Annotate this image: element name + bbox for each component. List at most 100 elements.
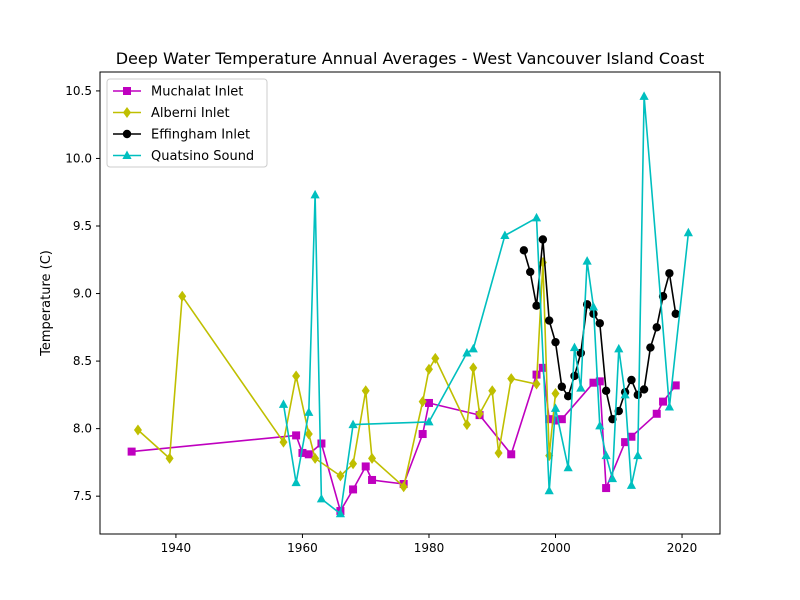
data-point-alberni-inlet [532, 378, 541, 390]
data-point-alberni-inlet [494, 447, 503, 459]
data-point-alberni-inlet [165, 452, 174, 464]
legend-entry-effingham-inlet: Effingham Inlet [113, 128, 250, 143]
data-point-quatsino-sound [614, 343, 624, 353]
x-tick-label: 2020 [667, 541, 698, 555]
data-point-quatsino-sound [607, 473, 618, 483]
legend-label: Effingham Inlet [151, 128, 250, 143]
data-point-muchalat-inlet [298, 448, 307, 457]
data-point-alberni-inlet [399, 481, 408, 493]
data-point-effingham-inlet [595, 319, 604, 328]
x-tick-label: 1940 [161, 541, 192, 555]
data-point-alberni-inlet [424, 363, 433, 375]
data-point-quatsino-sound [462, 347, 472, 357]
axes-layer: 1940 1960 1980 2000 2020 7.5 8.0 8.5 9.0 9.5 10.0 1… [65, 71, 721, 555]
data-point-alberni-inlet [304, 428, 313, 440]
data-point-muchalat-inlet [671, 381, 680, 390]
data-point-quatsino-sound [424, 416, 434, 426]
data-point-quatsino-sound [310, 189, 320, 199]
data-point-muchalat-inlet [545, 415, 554, 424]
data-point-muchalat-inlet [424, 398, 433, 407]
data-point-quatsino-sound [601, 450, 611, 460]
y-tick-label: 10.5 [65, 84, 92, 98]
data-point-quatsino-sound [335, 508, 346, 518]
data-point-effingham-inlet [538, 235, 548, 244]
y-axis-label: Temperature (C) [39, 250, 54, 357]
data-point-muchalat-inlet [551, 416, 560, 425]
data-point-effingham-inlet [671, 309, 680, 319]
data-point-effingham-inlet [614, 406, 623, 416]
data-point-quatsino-sound [639, 91, 649, 100]
series-alberni-inlet [133, 256, 560, 493]
data-point-alberni-inlet [336, 470, 345, 482]
data-point-alberni-inlet [469, 362, 478, 374]
series-muchalat-inlet [127, 363, 680, 516]
data-point-alberni-inlet [431, 352, 440, 364]
data-point-alberni-inlet [551, 388, 560, 400]
legend-label: Muchalat Inlet [151, 85, 243, 100]
plot-frame [99, 71, 721, 535]
data-point-quatsino-sound [683, 227, 693, 237]
y-tick-label: 7.5 [73, 489, 92, 503]
data-point-quatsino-sound [531, 212, 542, 222]
data-point-quatsino-sound [348, 419, 358, 429]
data-point-quatsino-sound [316, 493, 327, 503]
data-point-quatsino-sound [620, 389, 630, 399]
data-point-alberni-inlet [311, 452, 320, 464]
chart-title: Deep Water Temperature Annual Averages -… [116, 49, 705, 68]
data-point-muchalat-inlet [304, 450, 313, 459]
legend-entry-muchalat-inlet: Muchalat Inlet [113, 85, 243, 100]
data-point-quatsino-sound [550, 403, 561, 412]
data-point-effingham-inlet [601, 386, 611, 396]
data-point-effingham-inlet [646, 343, 655, 352]
y-tick-label: 9.5 [73, 219, 92, 233]
y-tick-label: 8.5 [73, 354, 92, 368]
data-point-quatsino-sound [468, 343, 478, 353]
data-point-muchalat-inlet [621, 438, 630, 447]
x-tick-label: 1960 [287, 541, 318, 555]
data-point-quatsino-sound [588, 302, 599, 311]
data-point-alberni-inlet [418, 396, 427, 408]
data-point-effingham-inlet [563, 392, 573, 401]
legend-entry-alberni-inlet: Alberni Inlet [113, 106, 230, 121]
data-point-quatsino-sound [633, 450, 643, 460]
data-point-muchalat-inlet [317, 439, 326, 448]
data-point-quatsino-sound [576, 383, 586, 392]
data-point-muchalat-inlet [659, 397, 668, 406]
data-point-quatsino-sound [595, 420, 605, 430]
y-tick-label: 10.0 [65, 151, 92, 165]
data-point-quatsino-sound [500, 230, 510, 239]
data-point-alberni-inlet [507, 373, 516, 385]
data-point-alberni-inlet [462, 419, 471, 431]
data-point-quatsino-sound [664, 402, 674, 411]
y-tick-label: 8.0 [73, 422, 92, 436]
data-point-alberni-inlet [292, 370, 301, 382]
legend: Muchalat Inlet Alberni Inlet Effingham Inl… [106, 78, 268, 168]
legend-box [106, 78, 268, 168]
data-point-muchalat-inlet [652, 409, 661, 418]
legend-label: Quatsino Sound [151, 149, 254, 164]
data-point-alberni-inlet [361, 385, 370, 397]
data-point-muchalat-inlet [361, 462, 370, 471]
data-point-muchalat-inlet [368, 475, 377, 484]
data-point-effingham-inlet [633, 390, 642, 400]
data-point-muchalat-inlet [349, 485, 358, 494]
data-point-muchalat-inlet [627, 432, 636, 441]
data-point-muchalat-inlet [595, 377, 604, 386]
data-point-muchalat-inlet [127, 447, 136, 456]
data-point-quatsino-sound [304, 407, 314, 416]
data-point-muchalat-inlet [418, 430, 427, 439]
data-point-alberni-inlet [279, 436, 288, 448]
legend-marker [123, 87, 131, 95]
data-point-alberni-inlet [133, 424, 142, 436]
data-point-quatsino-sound [582, 256, 592, 265]
data-point-effingham-inlet [526, 267, 535, 277]
x-tick-label: 2000 [540, 541, 571, 555]
data-point-quatsino-sound [563, 462, 573, 472]
legend-marker [122, 150, 132, 159]
data-point-alberni-inlet [368, 452, 377, 464]
data-point-alberni-inlet [349, 458, 358, 470]
data-point-muchalat-inlet [507, 450, 516, 459]
x-tick-label: 1980 [414, 541, 445, 555]
data-point-effingham-inlet [551, 337, 560, 347]
